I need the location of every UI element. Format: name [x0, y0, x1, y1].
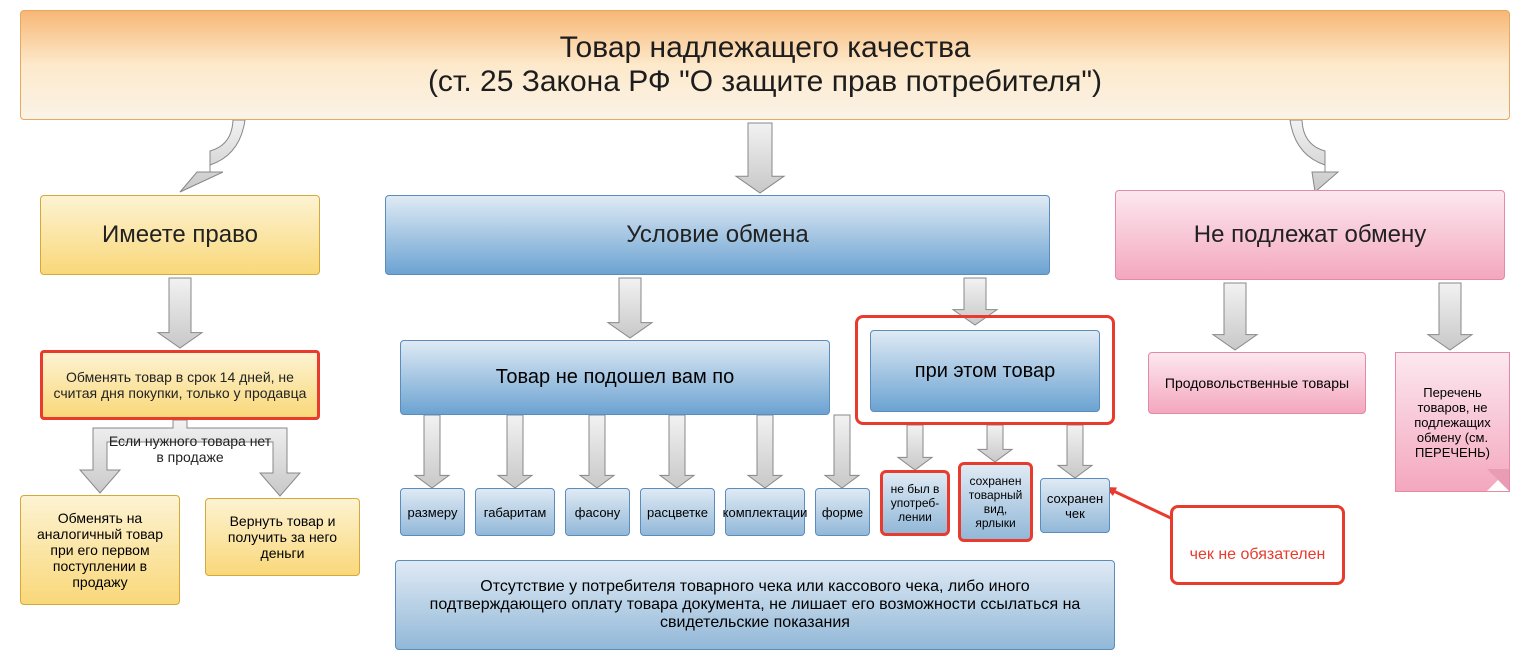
right-title: Не подлежат обмену: [1115, 190, 1505, 280]
criterion-receipt: сохранен чек: [1040, 478, 1110, 533]
page-fold-icon: [1487, 469, 1509, 491]
header-line1: Товар надлежащего качества: [560, 31, 971, 65]
criterion-dims: габаритам: [475, 488, 555, 536]
left-option-b: Вернуть товар и получить за него деньги: [205, 498, 360, 576]
left-if-not-available: Если нужного товара нет в продаже: [105, 433, 275, 478]
center-sub1: Товар не подошел вам по: [400, 340, 830, 415]
header-box: Товар надлежащего качества (ст. 25 Закон…: [20, 10, 1510, 120]
criterion-style: фасону: [565, 488, 630, 536]
center-footer: Отсутствие у потребителя товарного чека …: [395, 560, 1115, 650]
right-food: Продовольственные товары: [1148, 352, 1366, 414]
criterion-color: расцветке: [640, 488, 715, 536]
criterion-tags: сохранен товарный вид, ярлыки: [958, 462, 1033, 542]
criterion-form: форме: [815, 488, 870, 536]
left-option-a: Обменять на аналогичный товар при его пе…: [20, 495, 180, 605]
right-list: Перечень товаров, не подлежащих обмену (…: [1395, 352, 1510, 492]
criterion-unused: не был в употреб-лении: [880, 470, 950, 536]
right-list-text: Перечень товаров, не подлежащих обмену (…: [1401, 358, 1504, 486]
center-title: Условие обмена: [385, 195, 1050, 275]
header-line2: (ст. 25 Закона РФ "О защите прав потреби…: [428, 65, 1102, 99]
criterion-config: комплектации: [725, 488, 805, 536]
center-sub2: при этом товар: [870, 330, 1100, 412]
note-receipt-optional: чек не обязателен: [1170, 505, 1345, 585]
criterion-size: размеру: [400, 488, 465, 536]
left-title: Имеете право: [40, 195, 320, 275]
left-exchange-14: Обменять товар в срок 14 дней, не считая…: [40, 350, 320, 420]
